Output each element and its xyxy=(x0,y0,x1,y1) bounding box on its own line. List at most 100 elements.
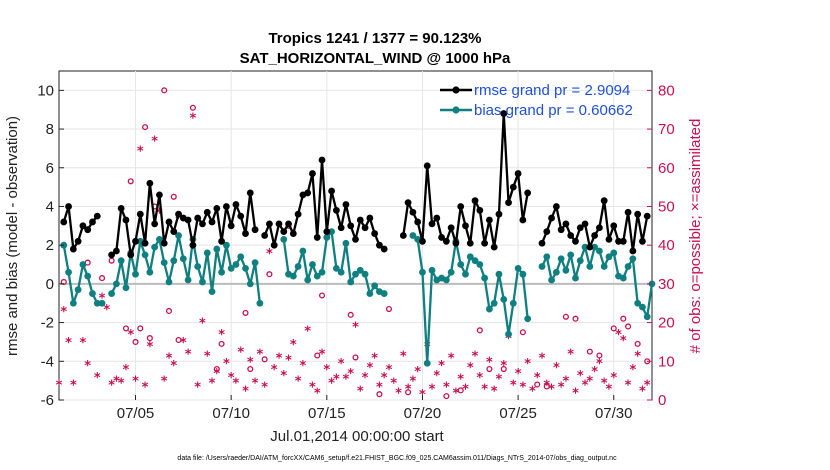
bias-point xyxy=(538,263,546,270)
bias-point xyxy=(476,261,484,268)
x-tick-label: 07/20 xyxy=(404,405,442,422)
rmse-point xyxy=(246,189,254,197)
count-assimilated-marker: * xyxy=(199,317,206,332)
rmse-point xyxy=(509,183,517,191)
count-assimilated-marker: * xyxy=(500,359,507,374)
bias-point xyxy=(170,257,178,265)
count-possible-marker xyxy=(596,352,603,359)
count-assimilated-marker: * xyxy=(204,349,211,364)
rmse-point xyxy=(500,110,508,117)
count-possible-marker xyxy=(476,327,483,334)
rmse-point xyxy=(189,241,197,249)
bias-point xyxy=(486,305,493,313)
count-assimilated-marker: * xyxy=(309,380,316,395)
count-assimilated-marker: * xyxy=(80,336,87,351)
bias-point xyxy=(595,247,603,255)
rmse-point xyxy=(270,241,278,249)
bias-point xyxy=(419,268,426,276)
count-assimilated-marker: * xyxy=(606,382,613,397)
count-assimilated-marker: * xyxy=(347,367,354,382)
rmse-point xyxy=(428,220,436,228)
rmse-point xyxy=(586,243,594,251)
bias-point xyxy=(572,274,579,282)
bias-point xyxy=(69,299,77,307)
x-tick-label: 07/10 xyxy=(212,405,250,422)
count-possible-marker xyxy=(127,178,134,185)
count-assimilated-marker: * xyxy=(634,349,641,364)
bias-point xyxy=(481,274,489,282)
bias-point xyxy=(299,247,307,255)
rmse-point xyxy=(237,212,245,220)
bias-point xyxy=(203,249,211,257)
count-assimilated-marker: * xyxy=(591,365,598,380)
count-assimilated-marker: * xyxy=(625,379,632,394)
bias-point xyxy=(366,290,374,297)
count-assimilated-marker: * xyxy=(529,384,536,399)
y-right-tick-label: 80 xyxy=(658,82,675,99)
count-possible-marker xyxy=(572,315,579,322)
bias-point xyxy=(160,259,168,266)
rmse-point xyxy=(151,220,159,228)
count-assimilated-marker: * xyxy=(395,386,402,401)
bias-point xyxy=(524,315,532,323)
rmse-point xyxy=(313,234,321,241)
rmse-point xyxy=(466,239,474,247)
bias-point xyxy=(251,259,259,266)
count-assimilated-marker: * xyxy=(352,320,359,335)
rmse-point xyxy=(136,210,144,218)
rmse-point xyxy=(74,237,82,245)
rmse-point xyxy=(261,232,269,239)
count-possible-marker xyxy=(189,104,196,111)
rmse-point xyxy=(600,197,608,205)
count-assimilated-marker: * xyxy=(137,144,144,159)
count-assimilated-marker: * xyxy=(209,377,216,392)
rmse-point xyxy=(289,230,297,237)
count-assimilated-marker: * xyxy=(453,386,460,401)
bias-point xyxy=(184,276,192,284)
count-assimilated-marker: * xyxy=(376,380,383,395)
bias-point xyxy=(643,313,651,321)
bias-point xyxy=(442,276,450,284)
rmse-point xyxy=(423,162,431,170)
bias-point xyxy=(208,288,216,296)
rmse-point xyxy=(481,239,489,247)
rmse-point xyxy=(543,228,551,236)
bias-point xyxy=(122,284,130,292)
bias-point xyxy=(605,253,613,261)
count-possible-marker xyxy=(175,336,182,344)
bias-point xyxy=(361,270,369,278)
count-assimilated-marker: * xyxy=(519,380,526,395)
rmse-point xyxy=(634,210,642,218)
legend-bias-marker xyxy=(452,106,460,114)
rmse-point xyxy=(213,205,221,212)
count-assimilated-marker: * xyxy=(409,375,416,390)
bias-point xyxy=(639,303,646,311)
count-assimilated-marker: * xyxy=(94,371,101,386)
rmse-point xyxy=(175,210,182,218)
count-assimilated-marker: * xyxy=(237,346,244,361)
bias-point xyxy=(591,243,599,251)
count-assimilated-marker: * xyxy=(151,135,158,150)
rmse-point xyxy=(280,228,288,236)
count-assimilated-marker: * xyxy=(170,359,177,374)
counts-possible-markers xyxy=(60,87,651,400)
count-assimilated-marker: * xyxy=(223,357,230,372)
count-assimilated-marker: * xyxy=(338,357,345,372)
bias-point xyxy=(246,280,254,288)
bias-point xyxy=(232,261,240,268)
rmse-point xyxy=(108,251,116,259)
rmse-point xyxy=(294,210,302,218)
count-assimilated-marker: * xyxy=(123,363,130,378)
count-assimilated-marker: * xyxy=(314,386,321,401)
rmse-point xyxy=(514,170,522,177)
count-possible-marker xyxy=(218,340,225,347)
rmse-point xyxy=(93,212,101,220)
rmse-point xyxy=(591,232,599,239)
legend-rmse-label: rmse grand pr = 2.9094 xyxy=(474,82,630,99)
count-assimilated-marker: * xyxy=(99,291,106,306)
count-assimilated-marker: * xyxy=(175,212,182,227)
bias-point xyxy=(356,266,364,274)
count-assimilated-marker: * xyxy=(185,348,192,363)
bias-point xyxy=(447,268,455,276)
rmse-point xyxy=(199,220,206,228)
